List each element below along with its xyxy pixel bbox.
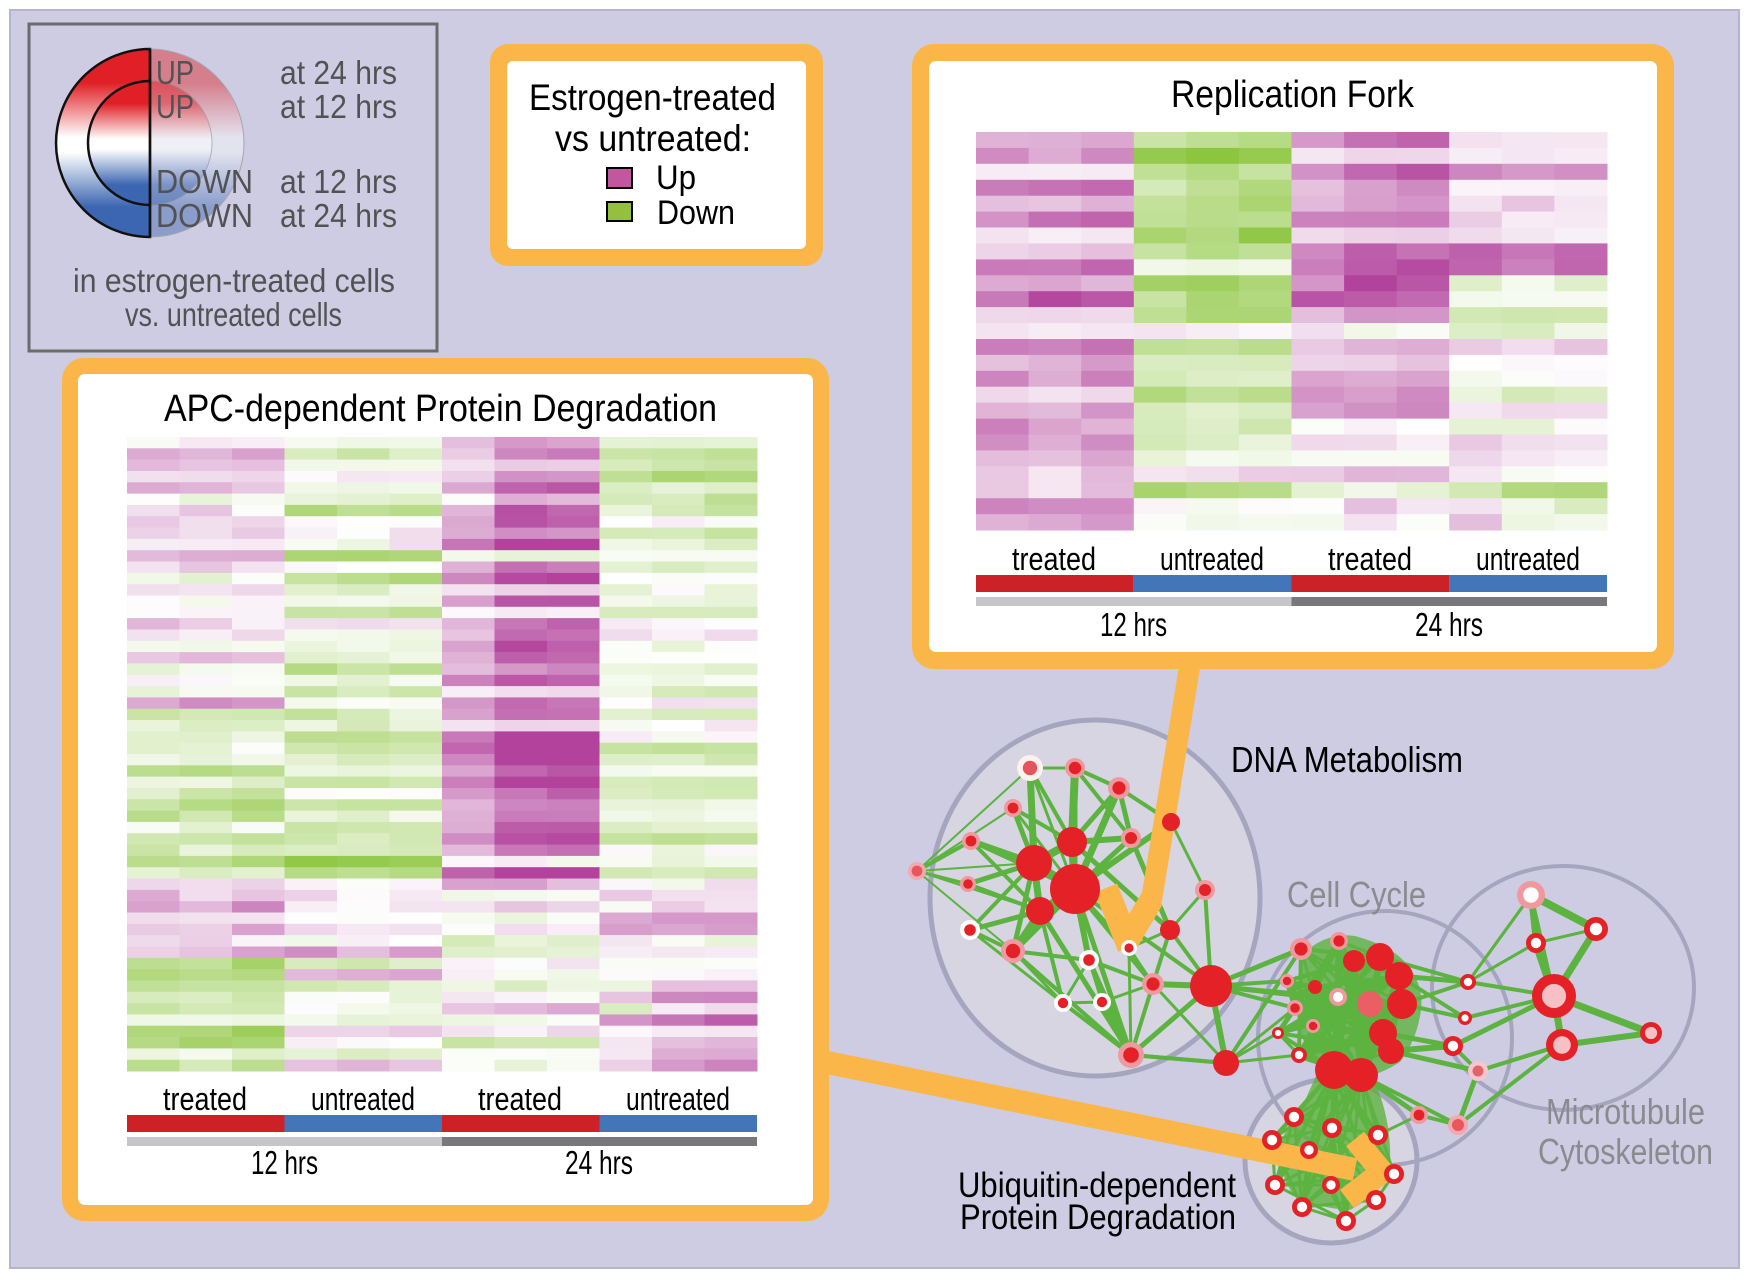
svg-text:in estrogen-treated cells: in estrogen-treated cells — [73, 262, 395, 299]
svg-text:DOWN: DOWN — [156, 197, 253, 234]
svg-text:treated: treated — [163, 1081, 247, 1117]
svg-text:untreated: untreated — [311, 1081, 415, 1117]
svg-text:24 hrs: 24 hrs — [1415, 606, 1483, 643]
svg-text:24 hrs: 24 hrs — [565, 1144, 633, 1181]
svg-text:Cytoskeleton: Cytoskeleton — [1538, 1131, 1713, 1172]
svg-text:untreated: untreated — [626, 1081, 730, 1117]
svg-text:treated: treated — [1328, 541, 1412, 577]
svg-text:at 24 hrs: at 24 hrs — [280, 54, 397, 91]
svg-text:12 hrs: 12 hrs — [1100, 606, 1167, 643]
svg-text:Protein Degradation: Protein Degradation — [960, 1198, 1236, 1237]
svg-text:at 12 hrs: at 12 hrs — [280, 163, 397, 200]
svg-text:vs. untreated cells: vs. untreated cells — [125, 296, 342, 333]
svg-text:UP: UP — [156, 54, 194, 91]
svg-text:Ubiquitin-dependent: Ubiquitin-dependent — [958, 1166, 1236, 1205]
svg-text:Replication Fork: Replication Fork — [1171, 74, 1415, 116]
svg-text:at 24 hrs: at 24 hrs — [280, 197, 397, 234]
svg-text:Cell Cycle: Cell Cycle — [1287, 874, 1426, 915]
svg-text:12 hrs: 12 hrs — [251, 1144, 318, 1181]
svg-text:vs untreated:: vs untreated: — [555, 118, 751, 159]
svg-text:Microtubule: Microtubule — [1546, 1091, 1705, 1132]
svg-text:Up: Up — [656, 159, 696, 197]
svg-text:untreated: untreated — [1476, 541, 1580, 577]
svg-text:DNA Metabolism: DNA Metabolism — [1231, 739, 1463, 780]
svg-text:at 12 hrs: at 12 hrs — [280, 88, 397, 125]
svg-text:UP: UP — [156, 88, 194, 125]
svg-text:treated: treated — [1012, 541, 1096, 577]
svg-text:DOWN: DOWN — [156, 163, 253, 200]
svg-text:Down: Down — [657, 194, 735, 232]
svg-text:treated: treated — [478, 1081, 562, 1117]
svg-text:untreated: untreated — [1160, 541, 1264, 577]
svg-text:APC-dependent Protein Degradat: APC-dependent Protein Degradation — [164, 388, 717, 430]
svg-text:Estrogen-treated: Estrogen-treated — [529, 77, 776, 118]
